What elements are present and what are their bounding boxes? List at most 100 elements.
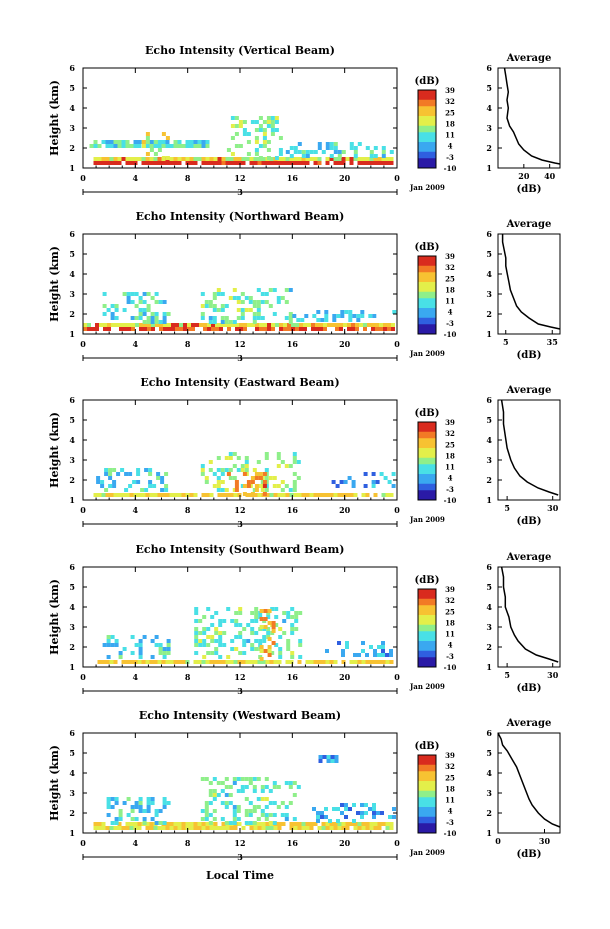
colorbar-tick-label: 32 <box>445 97 455 106</box>
echo-cell <box>348 314 353 318</box>
echo-cell <box>259 617 264 621</box>
echo-cell <box>210 639 215 643</box>
colorbar-label: (dB) <box>415 575 440 586</box>
echo-cell <box>173 140 178 144</box>
echo-cell <box>333 157 338 161</box>
echo-cell <box>277 826 282 830</box>
echo-cell <box>294 619 299 623</box>
echo-cell <box>193 826 198 830</box>
echo-cell <box>385 822 390 826</box>
colorbar-segment <box>418 781 436 785</box>
echo-cell <box>232 476 237 480</box>
echo-cell <box>153 157 158 161</box>
echo-cell <box>254 140 259 144</box>
echo-cell <box>329 142 334 146</box>
echo-cell <box>96 476 101 480</box>
echo-cell <box>242 651 247 655</box>
echo-cell <box>241 157 246 161</box>
echo-cell <box>263 625 268 629</box>
echo-cell <box>305 157 310 161</box>
echo-cell <box>208 789 213 793</box>
echo-cell <box>201 826 206 830</box>
echo-cell <box>234 488 239 492</box>
echo-cell <box>181 157 186 161</box>
average-y-tick-label: 2 <box>486 808 492 818</box>
echo-cell <box>204 809 209 813</box>
echo-cell <box>216 308 221 312</box>
y-tick-label: 3 <box>69 289 75 299</box>
echo-cell <box>293 826 298 830</box>
echo-cell <box>232 320 237 324</box>
x-tick-label: 20 <box>339 672 351 682</box>
echo-cell <box>225 157 230 161</box>
echo-cell <box>274 607 279 611</box>
echo-cell <box>173 157 178 161</box>
echo-cell <box>204 817 209 821</box>
echo-cell <box>146 809 151 813</box>
echo-cell <box>305 822 310 826</box>
echo-cell <box>228 320 233 324</box>
echo-cell <box>297 826 302 830</box>
average-y-tick-label: 1 <box>486 329 492 339</box>
echo-cell <box>177 826 182 830</box>
echo-cell <box>262 120 267 124</box>
echo-cell <box>189 826 194 830</box>
echo-cell <box>249 161 254 165</box>
echo-cell <box>246 140 251 144</box>
echo-cell <box>288 288 293 292</box>
colorbar-segment <box>418 493 436 498</box>
echo-cell <box>138 809 143 813</box>
echo-cell <box>373 826 378 830</box>
echo-cell <box>320 318 325 322</box>
echo-cell <box>260 797 265 801</box>
echo-cell <box>208 468 213 472</box>
echo-cell <box>162 805 167 809</box>
echo-cell <box>286 639 291 643</box>
x-tick-label: 4 <box>133 339 139 349</box>
colorbar-segment <box>418 112 436 117</box>
echo-cell <box>214 611 219 615</box>
echo-cell <box>252 821 257 825</box>
echo-cell <box>93 826 98 830</box>
echo-cell <box>262 492 267 496</box>
echo-cell <box>259 323 263 327</box>
echo-cell <box>253 660 258 664</box>
echo-cell <box>318 759 323 763</box>
echo-cell <box>290 627 295 631</box>
echo-cell <box>127 327 131 331</box>
echo-cell <box>109 493 114 497</box>
echo-cell <box>83 327 87 331</box>
echo-cell <box>169 660 174 664</box>
echo-cell <box>272 801 277 805</box>
colorbar-segment <box>418 422 436 426</box>
y-tick-label: 3 <box>69 455 75 465</box>
echo-cell <box>117 161 122 165</box>
echo-cell <box>313 150 318 154</box>
echo-cell <box>136 468 141 472</box>
echo-cell <box>260 813 265 817</box>
echo-cell <box>339 327 343 331</box>
colorbar-tick-label: -3 <box>446 485 454 494</box>
y-tick-label: 5 <box>69 582 75 592</box>
colorbar-segment <box>418 119 436 123</box>
echo-cell <box>281 157 286 161</box>
echo-cell <box>303 327 307 331</box>
echo-cell <box>232 805 237 809</box>
echo-cell <box>97 660 102 664</box>
average-y-tick-label: 4 <box>486 602 492 612</box>
echo-cell <box>369 154 374 158</box>
echo-cell <box>325 822 330 826</box>
average-y-tick-label: 6 <box>486 63 492 73</box>
echo-cell <box>316 815 320 819</box>
echo-cell <box>137 157 142 161</box>
echo-cell <box>198 619 203 623</box>
echo-cell <box>340 314 345 318</box>
average-x-tick-label: 5 <box>504 503 510 513</box>
colorbar-segment <box>418 103 436 107</box>
echo-cell <box>103 327 107 331</box>
echo-cell <box>105 660 110 664</box>
echo-cell <box>228 476 233 480</box>
echo-cell <box>101 660 106 664</box>
echo-cell <box>356 318 361 322</box>
echo-cell <box>122 801 127 805</box>
